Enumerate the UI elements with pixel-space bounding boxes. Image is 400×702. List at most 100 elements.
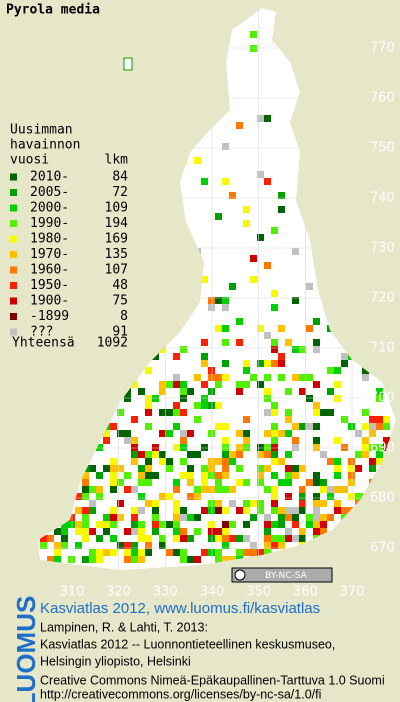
occurrence-cell [278,458,285,465]
occurrence-cell [320,479,327,486]
occurrence-cell [264,528,271,535]
occurrence-cell [47,479,54,486]
occurrence-cell [348,493,355,500]
occurrence-cell [145,297,152,304]
occurrence-cell [103,430,110,437]
occurrence-cell [292,248,299,255]
occurrence-cell [75,451,82,458]
occurrence-cell [243,500,250,507]
occurrence-cell [47,465,54,472]
occurrence-cell [201,353,208,360]
occurrence-cell [75,493,82,500]
occurrence-cell [348,465,355,472]
occurrence-cell [341,276,348,283]
occurrence-cell [152,444,159,451]
occurrence-cell [138,528,145,535]
occurrence-cell [376,423,383,430]
occurrence-cell [327,199,334,206]
occurrence-cell [250,514,257,521]
occurrence-cell [369,416,376,423]
occurrence-cell [334,500,341,507]
occurrence-cell [327,192,334,199]
occurrence-cell [82,444,89,451]
occurrence-cell [103,283,110,290]
occurrence-cell [110,486,117,493]
occurrence-cell [369,262,376,269]
occurrence-cell [355,493,362,500]
occurrence-cell [278,360,285,367]
occurrence-cell [75,472,82,479]
occurrence-cell [68,514,75,521]
occurrence-cell [194,556,201,563]
occurrence-cell [75,542,82,549]
occurrence-cell [194,528,201,535]
occurrence-cell [278,507,285,514]
occurrence-cell [334,556,341,563]
legend-heading: havainnon [10,138,80,153]
occurrence-cell [236,465,243,472]
occurrence-cell [264,360,271,367]
occurrence-cell [313,437,320,444]
license-line: http://creativecommons.org/licenses/by-n… [40,687,321,701]
occurrence-cell [229,556,236,563]
occurrence-cell [96,472,103,479]
occurrence-cell [362,507,369,514]
occurrence-cell [285,451,292,458]
occurrence-cell [61,528,68,535]
occurrence-cell [278,535,285,542]
occurrence-cell [341,486,348,493]
occurrence-cell [222,444,229,451]
occurrence-cell [110,360,117,367]
occurrence-cell [131,416,138,423]
northing-label: 700 [370,391,395,406]
occurrence-cell [264,374,271,381]
occurrence-cell [271,402,278,409]
occurrence-cell [89,486,96,493]
legend-swatch [10,297,17,305]
occurrence-cell [383,507,390,514]
occurrence-cell [320,521,327,528]
occurrence-cell [243,444,250,451]
legend-count: 48 [112,278,128,293]
occurrence-cell [215,297,222,304]
occurrence-cell [173,521,180,528]
occurrence-cell [376,360,383,367]
occurrence-cell [264,451,271,458]
occurrence-cell [124,374,131,381]
occurrence-cell [47,507,54,514]
occurrence-cell [208,388,215,395]
occurrence-cell [292,423,299,430]
occurrence-cell [355,451,362,458]
occurrence-cell [383,437,390,444]
occurrence-cell [131,437,138,444]
occurrence-cell [222,297,229,304]
occurrence-cell [75,45,82,52]
occurrence-cell [278,192,285,199]
occurrence-cell [285,528,292,535]
occurrence-cell [215,325,222,332]
occurrence-cell [47,493,54,500]
occurrence-cell [82,423,89,430]
occurrence-cell [355,507,362,514]
occurrence-cell [215,535,222,542]
occurrence-cell [173,353,180,360]
occurrence-cell [131,542,138,549]
occurrence-cell [75,318,82,325]
occurrence-cell [341,297,348,304]
occurrence-cell [180,430,187,437]
occurrence-cell [40,444,47,451]
occurrence-cell [61,493,68,500]
occurrence-cell [131,549,138,556]
occurrence-cell [138,507,145,514]
occurrence-cell [159,535,166,542]
occurrence-cell [131,234,138,241]
occurrence-cell [376,458,383,465]
occurrence-cell [215,556,222,563]
occurrence-cell [327,535,334,542]
occurrence-cell [292,556,299,563]
occurrence-cell [257,507,264,514]
occurrence-cell [243,549,250,556]
occurrence-cell [68,458,75,465]
occurrence-cell [68,437,75,444]
occurrence-cell [313,402,320,409]
